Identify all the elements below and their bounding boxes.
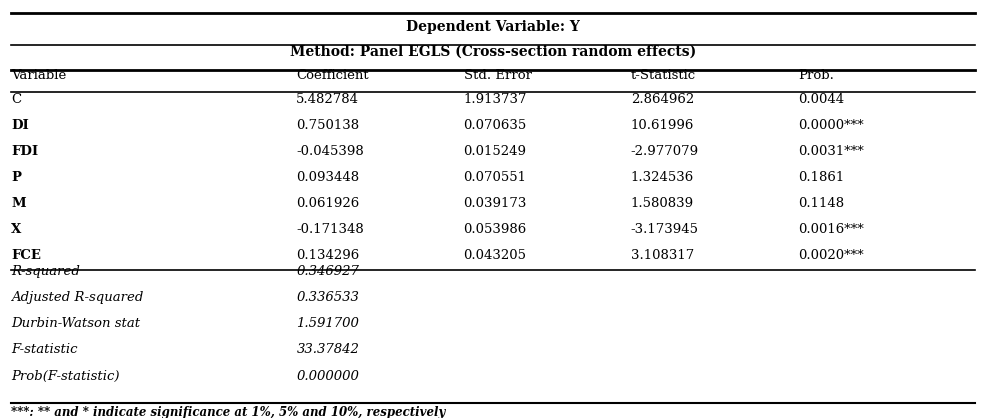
Text: R-squared: R-squared [11, 265, 80, 278]
Text: F-statistic: F-statistic [11, 344, 78, 357]
Text: 3.108317: 3.108317 [631, 249, 694, 263]
Text: 0.0031***: 0.0031*** [798, 145, 864, 158]
Text: 0.0000***: 0.0000*** [798, 119, 864, 132]
Text: Coefficient: Coefficient [297, 69, 369, 82]
Text: Variable: Variable [11, 69, 66, 82]
Text: 0.000000: 0.000000 [297, 370, 359, 382]
Text: Prob(F-statistic): Prob(F-statistic) [11, 370, 119, 382]
Text: 0.061926: 0.061926 [297, 197, 360, 210]
Text: 0.1148: 0.1148 [798, 197, 844, 210]
Text: 0.1861: 0.1861 [798, 171, 844, 184]
Text: Std. Error: Std. Error [463, 69, 531, 82]
Text: 0.053986: 0.053986 [463, 223, 527, 236]
Text: 1.324536: 1.324536 [631, 171, 694, 184]
Text: DI: DI [11, 119, 29, 132]
Text: C: C [11, 93, 22, 106]
Text: Prob.: Prob. [798, 69, 834, 82]
Text: 0.0044: 0.0044 [798, 93, 844, 106]
Text: 0.134296: 0.134296 [297, 249, 360, 263]
Text: 1.580839: 1.580839 [631, 197, 694, 210]
Text: 0.0016***: 0.0016*** [798, 223, 864, 236]
Text: FCE: FCE [11, 249, 41, 263]
Text: 0.015249: 0.015249 [463, 145, 527, 158]
Text: 0.093448: 0.093448 [297, 171, 360, 184]
Text: 1.913737: 1.913737 [463, 93, 527, 106]
Text: 0.070635: 0.070635 [463, 119, 527, 132]
Text: -2.977079: -2.977079 [631, 145, 699, 158]
Text: 10.61996: 10.61996 [631, 119, 694, 132]
Text: 0.346927: 0.346927 [297, 265, 359, 278]
Text: -0.045398: -0.045398 [297, 145, 364, 158]
Text: 0.070551: 0.070551 [463, 171, 527, 184]
Text: Method: Panel EGLS (Cross-section random effects): Method: Panel EGLS (Cross-section random… [290, 44, 696, 59]
Text: 2.864962: 2.864962 [631, 93, 694, 106]
Text: M: M [11, 197, 26, 210]
Text: 0.043205: 0.043205 [463, 249, 527, 263]
Text: 0.336533: 0.336533 [297, 291, 359, 304]
Text: 0.750138: 0.750138 [297, 119, 360, 132]
Text: 0.0020***: 0.0020*** [798, 249, 864, 263]
Text: X: X [11, 223, 22, 236]
Text: Durbin-Watson stat: Durbin-Watson stat [11, 317, 140, 331]
Text: t-Statistic: t-Statistic [631, 69, 696, 82]
Text: Adjusted R-squared: Adjusted R-squared [11, 291, 144, 304]
Text: -0.171348: -0.171348 [297, 223, 364, 236]
Text: 0.039173: 0.039173 [463, 197, 527, 210]
Text: P: P [11, 171, 22, 184]
Text: ***: ** and * indicate significance at 1%, 5% and 10%, respectively: ***: ** and * indicate significance at 1… [11, 405, 446, 418]
Text: Dependent Variable: Y: Dependent Variable: Y [406, 20, 580, 34]
Text: 5.482784: 5.482784 [297, 93, 359, 106]
Text: 1.591700: 1.591700 [297, 317, 359, 331]
Text: -3.173945: -3.173945 [631, 223, 699, 236]
Text: 33.37842: 33.37842 [297, 344, 359, 357]
Text: FDI: FDI [11, 145, 38, 158]
